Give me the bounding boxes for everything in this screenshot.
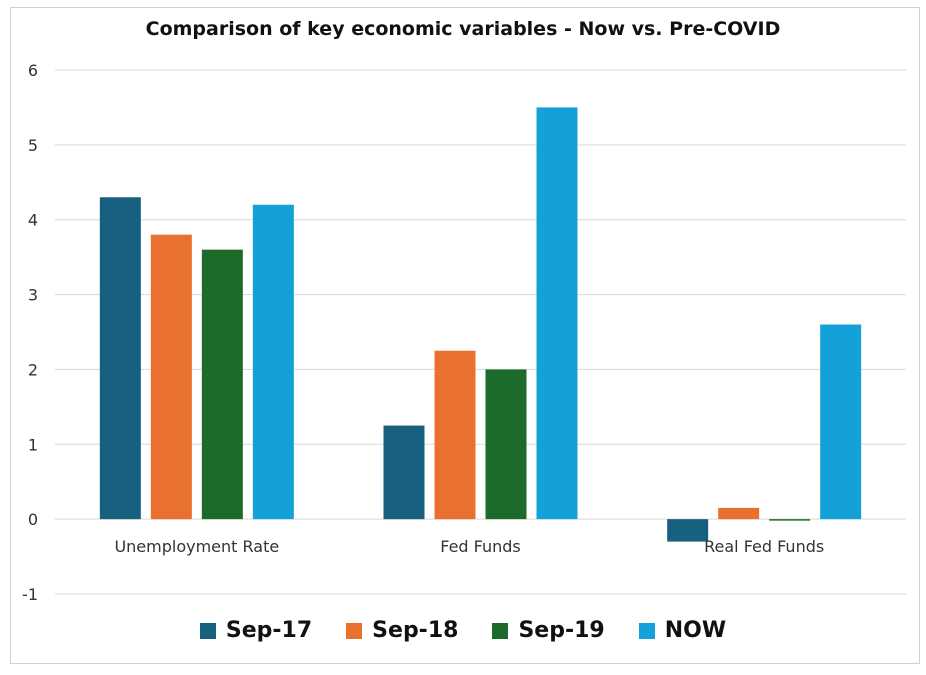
bar-now-unemployment-rate <box>252 204 294 520</box>
bar-sep-18-fed-funds <box>434 350 476 520</box>
y-tick-label: 4 <box>28 211 38 230</box>
y-tick-label: -1 <box>22 585 38 604</box>
legend-item: Sep-19 <box>492 618 605 643</box>
bar-sep-19-unemployment-rate <box>201 249 243 520</box>
bar-sep-18-unemployment-rate <box>150 234 192 520</box>
legend-swatch <box>638 622 655 639</box>
legend-swatch <box>346 622 363 639</box>
bar-sep-17-real-fed-funds <box>667 519 709 542</box>
y-tick-label: 6 <box>28 61 38 80</box>
legend-item: NOW <box>638 618 727 643</box>
y-axis-ticks: -1 0 1 2 3 4 5 6 <box>22 61 38 604</box>
legend-swatch <box>492 622 509 639</box>
category-labels: Unemployment Rate Fed Funds Real Fed Funds <box>114 537 824 556</box>
bar-sep-17-unemployment-rate <box>99 197 141 520</box>
legend-label: Sep-19 <box>518 618 605 643</box>
category-label: Real Fed Funds <box>704 537 824 556</box>
bar-now-fed-funds <box>536 107 578 520</box>
category-label: Fed Funds <box>440 537 521 556</box>
legend-label: NOW <box>664 618 727 643</box>
legend: Sep-17 Sep-18 Sep-19 NOW <box>0 618 926 643</box>
bars <box>99 107 862 542</box>
y-tick-label: 3 <box>28 286 38 305</box>
bar-sep-19-real-fed-funds <box>769 519 811 521</box>
y-tick-label: 1 <box>28 435 38 454</box>
category-label: Unemployment Rate <box>114 537 279 556</box>
y-tick-label: 5 <box>28 136 38 155</box>
legend-swatch <box>199 622 216 639</box>
legend-label: Sep-18 <box>372 618 459 643</box>
gridlines <box>55 69 906 595</box>
y-tick-label: 0 <box>28 510 38 529</box>
bar-sep-19-fed-funds <box>485 369 527 520</box>
legend-item: Sep-17 <box>199 618 313 643</box>
bar-now-real-fed-funds <box>820 324 862 520</box>
chart-title: Comparison of key economic variables - N… <box>145 18 781 40</box>
bar-sep-18-real-fed-funds <box>718 507 760 520</box>
legend-item: Sep-18 <box>346 618 458 643</box>
bar-sep-17-fed-funds <box>383 425 425 520</box>
y-tick-label: 2 <box>28 360 38 379</box>
legend-label: Sep-17 <box>225 618 313 643</box>
